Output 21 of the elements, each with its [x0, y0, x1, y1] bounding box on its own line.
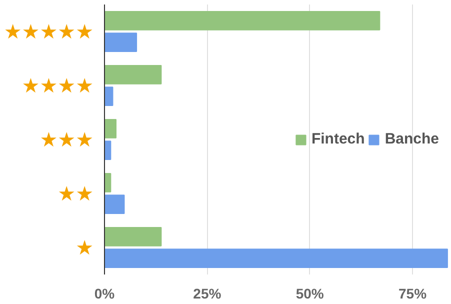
bar [104, 194, 125, 214]
x-tick-label: 75% [398, 286, 428, 302]
legend-label: Banche [384, 130, 439, 148]
y-tick-label: ★★ [58, 182, 94, 206]
y-tick-label: ★★★★ [22, 74, 94, 98]
bar [104, 86, 114, 106]
x-tick-label: 50% [296, 286, 324, 302]
bar [104, 248, 448, 268]
bar [104, 227, 162, 246]
y-tick-label: ★★★★★ [4, 20, 94, 44]
bar [104, 173, 112, 192]
bar [104, 119, 116, 138]
bar [104, 140, 112, 160]
x-tick-label: 25% [193, 286, 222, 302]
legend-label: Fintech [311, 130, 365, 148]
bar [104, 11, 380, 30]
bar [104, 65, 162, 84]
bar [104, 32, 138, 52]
x-tick-label: 0% [94, 286, 116, 302]
y-tick-label: ★ [76, 236, 94, 260]
y-tick-label: ★★★ [40, 128, 94, 152]
